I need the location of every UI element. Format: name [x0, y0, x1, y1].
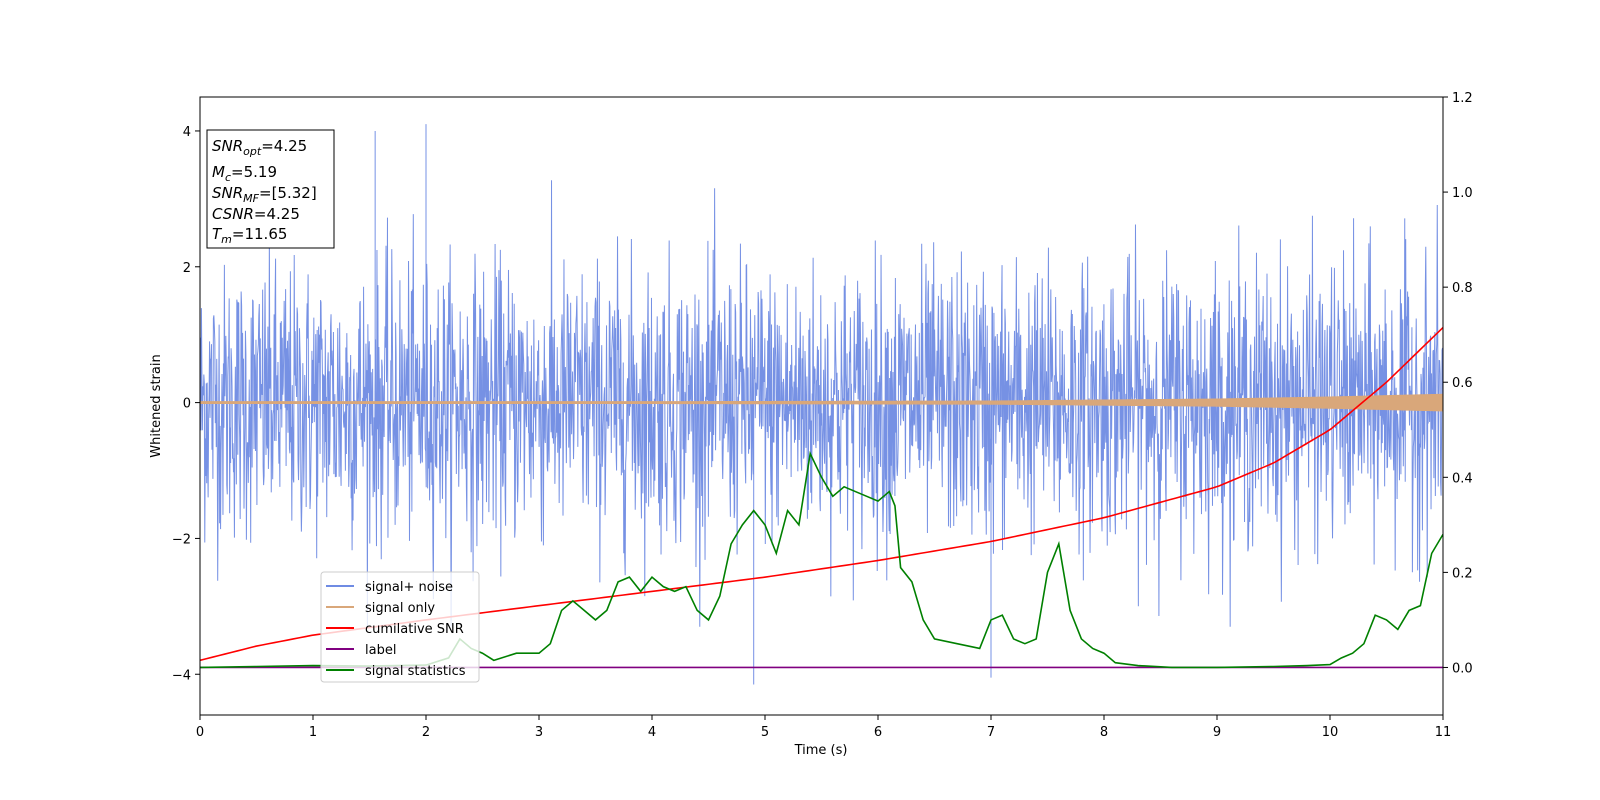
x-tick-label: 3: [535, 725, 543, 740]
x-tick-label: 5: [761, 725, 769, 740]
x-axis-title: Time (s): [794, 743, 848, 758]
legend-label-label: label: [365, 643, 396, 658]
signal-only-series: [200, 393, 1443, 412]
y-axis-left: −4 −2 0 2 4: [172, 125, 200, 683]
signal-noise-line: [200, 124, 1443, 685]
legend: signal+ noise signal only cumilative SNR la…: [320, 571, 480, 683]
x-tick-label: 9: [1213, 725, 1221, 740]
y-left-tick-label: −4: [172, 668, 191, 683]
x-tick-label: 2: [422, 725, 430, 740]
y-right-tick-label: 1.0: [1452, 186, 1473, 201]
x-tick-label: 10: [1322, 725, 1339, 740]
y-axis-title: Whitened strain: [149, 354, 164, 457]
signal-noise-series: [200, 124, 1443, 685]
signal-statistics-line: [200, 450, 1443, 669]
y-right-tick-label: 0.0: [1452, 661, 1473, 676]
y-left-tick-label: 0: [183, 397, 191, 412]
y-right-tick-label: 0.6: [1452, 376, 1473, 391]
info-box: SNRopt=4.25 Mc=5.19 SNRMF=[5.32] CSNR=4.…: [206, 129, 335, 249]
x-tick-label: 11: [1435, 725, 1452, 740]
legend-label-cumilative-snr: cumilative SNR: [365, 622, 464, 637]
x-tick-label: 4: [648, 725, 656, 740]
y-right-tick-label: 1.2: [1452, 91, 1473, 106]
signal-only-line: [200, 393, 1443, 412]
info-tm: Tm=11.65: [212, 225, 287, 246]
x-tick-label: 8: [1100, 725, 1108, 740]
x-axis: 0 1 2 3 4 5 6 7 8 9 10 11: [196, 715, 1451, 740]
legend-label-signal-noise: signal+ noise: [365, 580, 453, 595]
info-snr-opt: SNRopt=4.25: [212, 137, 307, 158]
y-left-tick-label: 4: [183, 125, 191, 140]
info-mc: Mc=5.19: [212, 163, 277, 184]
info-csnr: CSNR=4.25: [212, 205, 300, 223]
y-left-tick-label: −2: [172, 532, 191, 547]
legend-label-signal-only: signal only: [365, 601, 435, 616]
x-tick-label: 7: [987, 725, 995, 740]
plot-frame: [199, 96, 1444, 716]
y-right-tick-label: 0.4: [1452, 471, 1473, 486]
y-right-tick-label: 0.8: [1452, 281, 1473, 296]
y-axis-right: 0.0 0.2 0.4 0.6 0.8 1.0 1.2: [1443, 91, 1473, 676]
y-right-tick-label: 0.2: [1452, 566, 1473, 581]
x-tick-label: 0: [196, 725, 204, 740]
info-snr-mf: SNRMF=[5.32]: [212, 184, 317, 205]
x-tick-label: 1: [309, 725, 317, 740]
y-left-tick-label: 2: [183, 261, 191, 276]
x-tick-label: 6: [874, 725, 882, 740]
legend-label-signal-statistics: signal statistics: [365, 664, 466, 679]
